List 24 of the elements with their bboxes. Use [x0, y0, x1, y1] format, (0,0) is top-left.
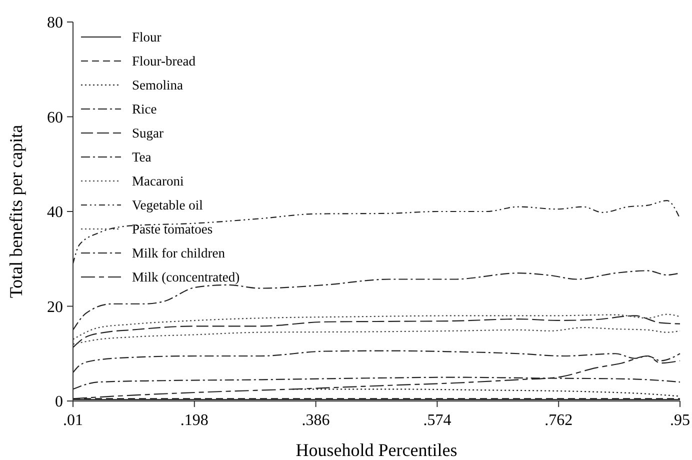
legend-label: Semolina: [132, 78, 183, 93]
legend-label: Rice: [132, 102, 157, 117]
x-tick-label: .386: [302, 412, 330, 429]
x-axis-title: Household Percentiles: [296, 440, 458, 460]
y-tick-label: 20: [47, 298, 63, 316]
x-tick-label: .95: [670, 412, 690, 429]
legend-label: Flour: [132, 30, 162, 45]
y-tick-label: 0: [55, 394, 63, 411]
legend-label: Paste tomatoes: [132, 222, 213, 237]
legend-label: Sugar: [132, 126, 164, 141]
x-tick-label: .574: [423, 412, 452, 429]
x-tick-label: .01: [63, 412, 83, 429]
legend-label: Vegetable oil: [132, 198, 204, 213]
y-tick-label: 80: [47, 14, 63, 32]
legend-label: Macaroni: [132, 174, 184, 189]
legend-label: Flour-bread: [132, 54, 196, 69]
legend-label: Tea: [132, 150, 152, 165]
x-tick-label: .762: [544, 412, 573, 429]
y-axis-title: Total benefits per capita: [6, 124, 26, 298]
y-tick-label: 60: [47, 109, 63, 126]
legend-label: Milk for children: [132, 246, 226, 261]
y-tick-label: 40: [47, 204, 63, 222]
x-tick-label: .198: [180, 412, 208, 429]
legend-label: Milk (concentrated): [132, 270, 240, 285]
